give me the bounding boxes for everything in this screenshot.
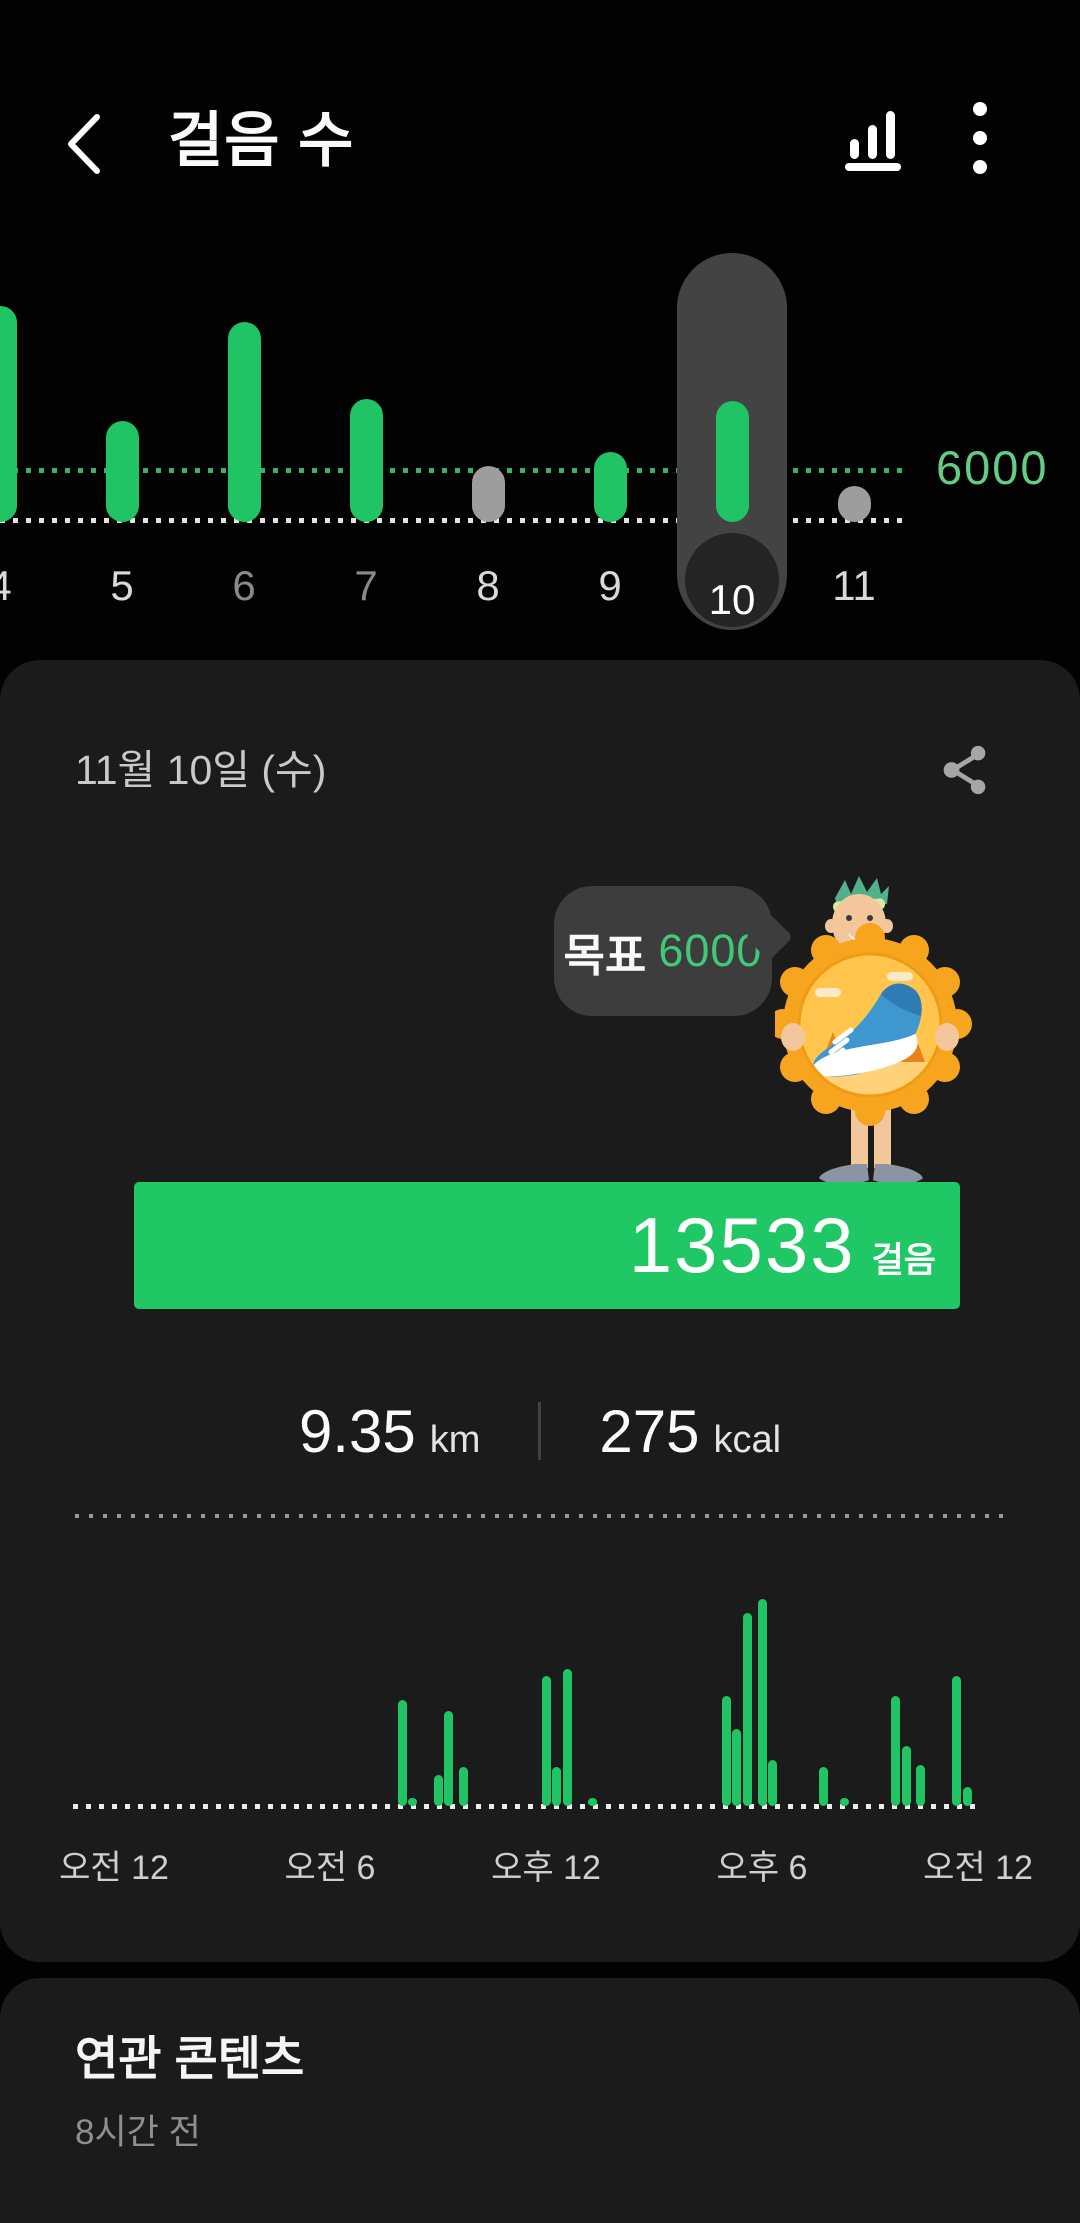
day-label-5[interactable]: 5 xyxy=(110,562,134,609)
app-header: 걸음 수 xyxy=(0,78,1080,208)
hourly-bar xyxy=(588,1798,598,1806)
hourly-bar xyxy=(915,1764,925,1806)
weekly-bar-day-11[interactable] xyxy=(837,485,871,522)
chevron-left-icon xyxy=(68,114,100,174)
hourly-bar xyxy=(433,1774,443,1806)
distance-unit: km xyxy=(429,1418,481,1461)
time-tick-label: 오후 12 xyxy=(491,1849,601,1887)
hourly-bar xyxy=(818,1766,828,1806)
stats-row: 9.35 km 275 kcal xyxy=(0,1386,1080,1476)
hourly-bar xyxy=(901,1745,911,1806)
weekly-bar-day-7[interactable] xyxy=(349,399,383,522)
weekly-bar-day-5[interactable] xyxy=(105,420,139,522)
hourly-bar xyxy=(458,1766,468,1806)
hourly-axis-dotted-line xyxy=(73,1804,983,1809)
share-button[interactable] xyxy=(924,728,1008,812)
axis-dotted-line xyxy=(0,518,905,523)
hourly-bar xyxy=(743,1613,753,1806)
hourly-bar xyxy=(397,1700,407,1806)
dotted-divider xyxy=(75,1514,1005,1518)
day-detail-card xyxy=(0,660,1080,1962)
distance-stat: 9.35 km xyxy=(299,1397,480,1466)
time-tick-label: 오전 6 xyxy=(284,1849,376,1887)
hourly-bar xyxy=(757,1599,767,1806)
calories-unit: kcal xyxy=(713,1418,782,1461)
step-unit: 걸음 xyxy=(871,1241,936,1280)
hourly-bar xyxy=(951,1675,961,1806)
weekly-bar-day-4[interactable] xyxy=(0,305,17,522)
time-tick-label: 오전 12 xyxy=(59,1849,169,1887)
calories-value: 275 xyxy=(599,1397,700,1465)
related-content-title: 연관 콘텐츠 xyxy=(75,2032,305,2085)
selected-date-label: 11월 10일 (수) xyxy=(75,747,327,793)
hourly-bar xyxy=(962,1787,972,1806)
chart-view-button[interactable] xyxy=(836,96,910,180)
more-vertical-icon xyxy=(973,102,987,174)
day-label-10[interactable]: 10 xyxy=(708,576,756,623)
hourly-bar xyxy=(541,1675,551,1806)
day-label-4[interactable]: 4 xyxy=(0,562,12,610)
related-content-timestamp: 8시간 전 xyxy=(75,2113,201,2152)
weekly-bar-day-6[interactable] xyxy=(227,322,261,522)
stats-divider xyxy=(538,1402,542,1460)
selected-day-circle xyxy=(685,533,779,627)
bar-chart-icon xyxy=(845,111,901,171)
hourly-bar xyxy=(890,1696,900,1806)
hourly-bar xyxy=(444,1710,454,1806)
day-label-8[interactable]: 8 xyxy=(476,562,500,609)
step-progress-bar: 13533 걸음 xyxy=(134,1182,960,1309)
related-content-card[interactable] xyxy=(0,1978,1080,2223)
hourly-bar xyxy=(732,1729,742,1806)
weekly-bar-day-10[interactable] xyxy=(715,401,749,522)
goal-value-label: 6000 xyxy=(936,441,1049,494)
distance-value: 9.35 xyxy=(298,1397,416,1465)
weekly-step-chart: 6000 4 5 6 7 8 9 10 11 xyxy=(0,0,1080,660)
goal-speech-bubble: 목표 6000 xyxy=(554,886,772,1016)
share-icon xyxy=(943,745,986,795)
hourly-bar xyxy=(408,1798,418,1806)
hourly-step-chart xyxy=(0,1592,1080,1814)
hourly-bar xyxy=(768,1760,778,1806)
day-label-7[interactable]: 7 xyxy=(354,562,378,609)
day-label-6[interactable]: 6 xyxy=(232,562,256,609)
day-label-11[interactable]: 11 xyxy=(832,562,876,609)
more-options-button[interactable] xyxy=(948,92,1012,184)
calories-stat: 275 kcal xyxy=(599,1397,781,1466)
goal-dotted-line xyxy=(0,468,905,473)
hourly-bar xyxy=(840,1798,850,1806)
step-count: 13533 xyxy=(628,1201,856,1289)
weekly-bar-day-8[interactable] xyxy=(471,465,505,522)
hourly-bar xyxy=(552,1766,562,1806)
weekly-bar-day-9[interactable] xyxy=(593,452,627,522)
page-title: 걸음 수 xyxy=(168,107,355,174)
hourly-bar xyxy=(563,1669,573,1806)
goal-number: 6000 xyxy=(658,925,763,976)
goal-word: 목표 xyxy=(563,929,647,981)
day-label-9[interactable]: 9 xyxy=(598,562,622,609)
time-tick-label: 오후 6 xyxy=(716,1849,808,1887)
mascot-illustration xyxy=(775,876,972,1185)
back-button[interactable] xyxy=(52,96,116,192)
time-tick-label: 오전 12 xyxy=(923,1849,1033,1887)
hourly-bar xyxy=(721,1696,731,1806)
